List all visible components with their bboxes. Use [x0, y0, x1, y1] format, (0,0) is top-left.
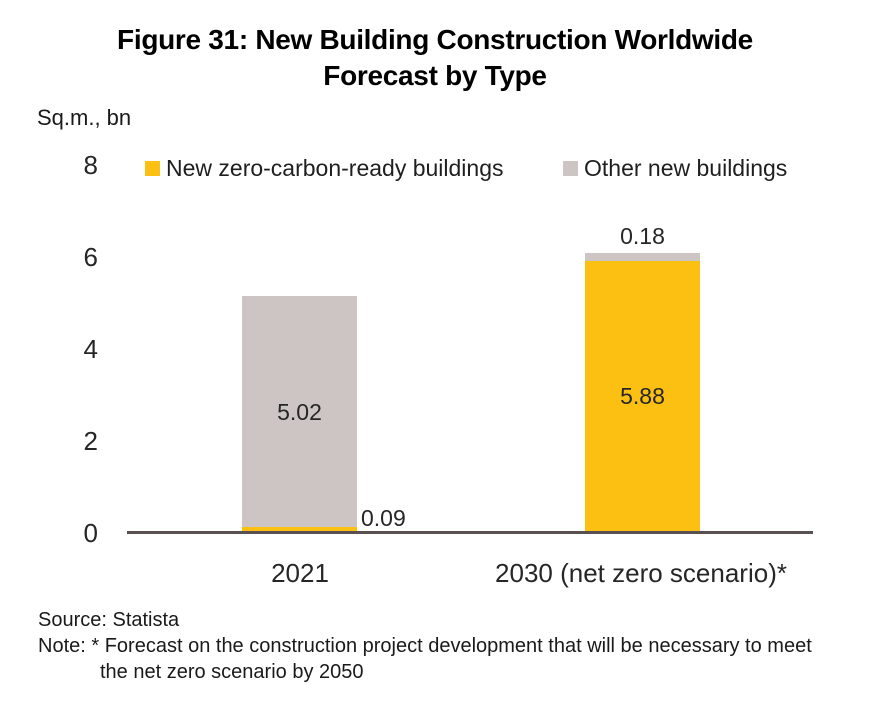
y-axis-unit-label: Sq.m., bn — [37, 105, 132, 130]
legend-label-zero-carbon: New zero-carbon-ready buildings — [166, 155, 504, 181]
chart-title-line1: Figure 31: New Building Construction Wor… — [117, 24, 753, 55]
note-body: Forecast on the construction project dev… — [100, 635, 812, 683]
other-legend-swatch-icon — [563, 160, 578, 176]
note-label: Note: * — [38, 635, 100, 657]
zero-carbon-legend-swatch-icon — [145, 160, 160, 176]
legend-item-zero-carbon: New zero-carbon-ready buildings — [145, 155, 504, 181]
category-label-2030: 2030 (net zero scenario)* — [495, 558, 787, 588]
bar-2021-other-segment: 5.02 — [242, 296, 357, 527]
category-label-2021: 2021 — [271, 558, 329, 588]
y-tick-2: 2 — [83, 426, 98, 456]
y-tick-0: 0 — [83, 518, 98, 548]
y-tick-8: 8 — [83, 150, 98, 180]
bar-2030-other-value: 0.18 — [620, 223, 665, 249]
note-text: Note: * Forecast on the construction pro… — [38, 633, 843, 685]
bar-2021-zero-carbon-segment — [242, 527, 357, 531]
bar-2030-zero-carbon-segment: 5.88 — [585, 261, 700, 531]
x-axis-line — [127, 531, 813, 534]
y-tick-4: 4 — [83, 334, 98, 364]
bar-2030: 0.18 5.88 — [585, 223, 700, 531]
bar-2030-zero-carbon-value: 5.88 — [620, 383, 665, 409]
y-tick-6: 6 — [83, 242, 98, 272]
chart-title-line2: Forecast by Type — [323, 60, 547, 91]
bar-2021-zero-carbon-value: 0.09 — [361, 505, 406, 531]
bar-2030-other-segment — [585, 253, 700, 261]
source-text: Source: Statista — [38, 609, 180, 631]
legend-label-other: Other new buildings — [584, 155, 788, 181]
bar-2021-other-value: 5.02 — [277, 398, 322, 425]
footer: Source: Statista Note: * Forecast on the… — [38, 607, 843, 685]
chart-title: Figure 31: New Building Construction Wor… — [0, 22, 870, 94]
legend-item-other: Other new buildings — [563, 155, 787, 181]
bar-2021: 5.02 0.09 — [242, 296, 406, 531]
